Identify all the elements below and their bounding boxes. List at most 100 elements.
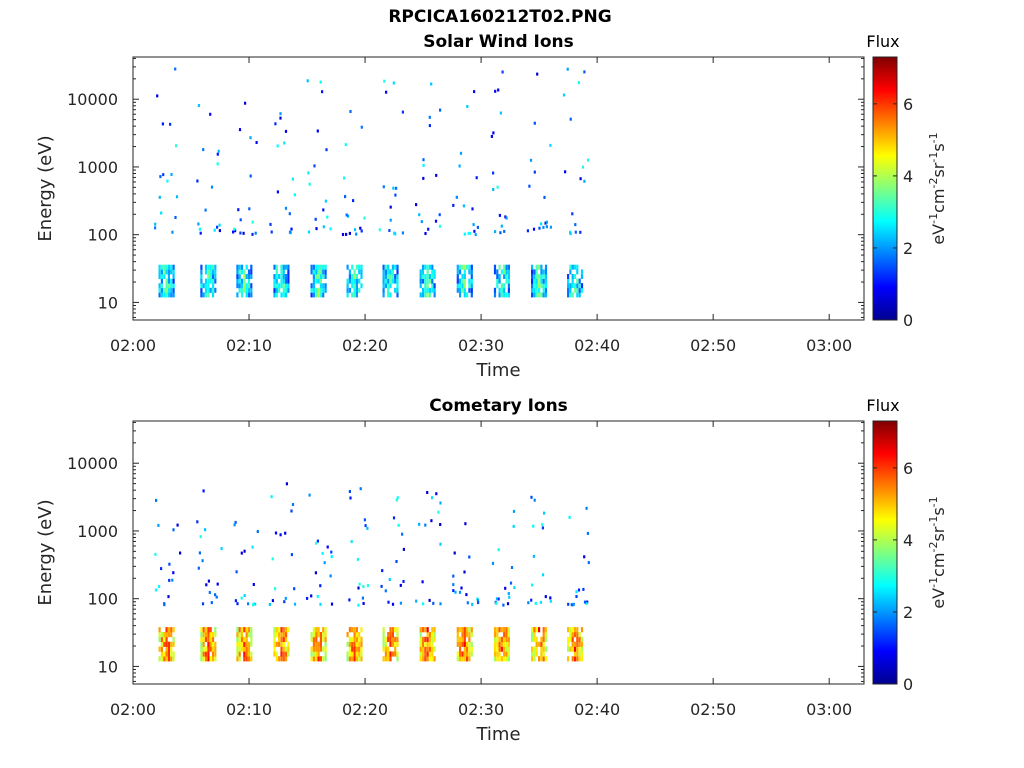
data-cell [454,590,457,594]
data-cell [308,182,311,186]
data-cell [209,278,212,284]
data-cell [576,278,579,284]
data-cell [207,264,210,270]
data-cell [421,641,425,647]
data-cell [251,603,255,607]
data-cell [312,292,315,298]
data-cell [163,603,166,607]
data-cell [505,264,508,270]
data-cell [505,292,508,298]
data-cell [211,651,215,657]
data-cell [567,627,570,633]
data-cell [247,656,251,662]
data-cell [477,601,480,605]
data-cell [538,278,541,284]
data-cell [396,269,399,275]
data-cell [363,518,366,522]
data-cell [468,646,471,652]
data-cell [496,632,499,638]
data-cell [378,228,381,232]
data-cell [576,287,579,293]
data-cell [421,274,425,279]
data-cell [573,264,577,270]
data-cell [433,632,436,638]
data-cell [382,287,385,293]
data-cell [459,287,462,293]
data-cell [348,231,351,235]
data-cell [326,545,329,549]
data-cell [401,110,404,114]
data-cell [158,269,161,275]
data-cell [355,292,358,298]
data-cell [543,195,546,199]
data-cell [245,264,248,270]
data-cell [360,646,363,652]
data-cell [310,651,313,657]
data-cell [245,283,248,289]
data-cell [208,591,211,594]
data-cell [544,283,548,289]
data-cell [287,278,290,284]
data-cell [358,582,361,586]
data-cell [496,651,499,657]
data-cell [506,602,510,606]
data-cell [456,636,459,642]
data-cell [202,651,205,657]
data-cell [505,216,508,220]
data-cell [220,547,223,551]
data-cell [540,283,543,289]
data-cell [503,274,506,279]
data-cell [434,219,438,223]
data-cell [569,264,572,270]
data-cell [544,278,548,284]
data-cell [158,627,161,633]
data-cell [343,176,346,180]
data-cell [503,264,506,270]
data-cell [346,656,349,662]
data-cell [282,292,285,298]
data-cell [353,278,356,284]
data-cell [273,292,276,298]
data-cell [396,651,399,657]
data-cell [210,185,214,189]
data-cell [391,264,394,270]
data-cell [428,641,432,647]
data-cell [567,636,570,642]
data-cell [505,627,508,633]
data-cell [282,636,285,642]
data-cell [395,498,398,502]
ch0-axes-box [132,56,865,321]
data-cell [391,651,394,657]
data-cell [392,81,395,85]
data-cell [204,283,208,289]
data-cell [389,627,392,633]
data-cell [459,264,462,270]
data-cell [498,278,501,284]
data-cell [353,287,356,293]
data-cell [240,646,244,652]
data-cell [535,287,538,293]
data-cell [238,287,241,293]
data-cell [290,509,293,513]
data-cell [433,283,436,289]
data-cell [176,523,179,527]
data-cell [247,269,251,275]
data-cell [214,264,217,270]
data-cell [280,627,283,633]
data-cell [387,264,390,270]
data-cell [353,636,356,642]
data-cell [456,283,459,289]
data-cell [585,506,588,510]
data-cell [324,199,327,203]
data-cell [360,636,363,642]
data-cell [456,627,459,633]
y-tick-label: 100 [87,590,118,609]
data-cell [312,283,315,289]
data-cell [424,283,427,289]
data-cell [348,627,351,633]
data-cell [538,627,541,633]
data-cell [388,578,391,581]
data-cell [549,596,552,600]
data-cell [424,274,427,279]
data-cell [576,283,579,289]
